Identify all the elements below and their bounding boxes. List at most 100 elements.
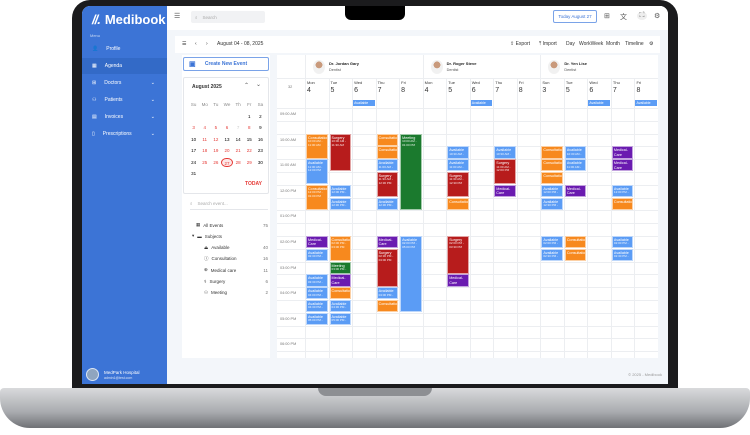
tree-item-medical-care[interactable]: ⊕ Medical care 11 <box>190 267 268 273</box>
day-header[interactable]: Mon 4 <box>423 80 433 94</box>
sidebar-item-profile[interactable]: 👤 Profile <box>82 41 167 57</box>
day-header[interactable]: Wed 6 <box>470 80 480 94</box>
logo[interactable]: //. Medibook <box>92 12 166 27</box>
event-surgery[interactable]: Surgery 11:00 AM - 12:00 PM <box>494 159 516 185</box>
sidebar-item-doctors[interactable]: ⊞ Doctors ⌄ <box>82 75 167 91</box>
event-surgery[interactable]: Surgery 02:00 PM - 03:30 PM <box>447 236 469 274</box>
view-timeline[interactable]: Timeline <box>625 41 644 47</box>
event-consultation[interactable]: Consultation <box>447 197 469 210</box>
mini-calendar-day[interactable]: 13 <box>224 136 230 142</box>
mini-calendar-day[interactable]: 26 <box>213 159 219 165</box>
mini-calendar-day[interactable]: 27 <box>221 157 233 167</box>
event-available[interactable]: Available 12:30 PM - <box>376 197 399 210</box>
event-medical-care[interactable]: Medical-Care <box>447 274 469 287</box>
view-day[interactable]: Day <box>566 41 575 47</box>
event-available[interactable]: Available 04:30 PM - <box>329 300 352 313</box>
doctor-header[interactable]: Dr. Jordan Gary Dentist <box>305 55 423 78</box>
event-surgery[interactable]: Surgery 02:30 PM - 04:00 PM <box>376 248 399 287</box>
event-consultation[interactable]: Consultation <box>376 146 399 159</box>
event-available[interactable]: Available 11:00 AM - <box>564 159 587 172</box>
event-consultation[interactable]: Consultation <box>564 248 587 262</box>
event-available[interactable]: Available 12:00 PM - <box>541 184 563 198</box>
mini-calendar-day[interactable]: 21 <box>235 148 241 153</box>
event-available[interactable]: Available 02:00 PM - <box>611 236 634 249</box>
mini-calendar-day[interactable]: 17 <box>191 148 197 153</box>
mini-calendar-day[interactable]: 18 <box>202 148 208 153</box>
event-available[interactable]: Available 02:30 PM - <box>306 248 328 262</box>
mini-calendar-day[interactable]: 15 <box>246 136 252 142</box>
tree-item-meeting[interactable]: ⚇ Meeting 2 <box>190 290 268 296</box>
event-available[interactable]: Available 02:00 PM - <box>541 236 563 249</box>
tree-item-available[interactable]: ⏏ Available 40 <box>190 245 268 251</box>
event-consultation[interactable]: Consultation <box>541 159 563 172</box>
day-header[interactable]: Tue 5 <box>564 80 573 94</box>
allday-available-chip[interactable]: Available <box>588 100 610 106</box>
allday-available-chip[interactable]: Available <box>353 100 375 106</box>
sidebar-item-agenda[interactable]: ▦ Agenda <box>82 58 167 74</box>
event-meeting[interactable]: Meeting 03:00 PM - <box>329 261 352 274</box>
day-header[interactable]: Thu 7 <box>376 80 385 94</box>
event-consultation[interactable]: Consultation <box>329 287 352 300</box>
event-consultation[interactable]: Consultation <box>564 236 587 249</box>
tree-item-subjects[interactable]: ▾ ▬ Subjects <box>190 233 268 239</box>
event-available[interactable]: Available 02:30 PM - <box>611 248 634 262</box>
day-header[interactable]: Tue 5 <box>446 80 455 94</box>
mini-calendar-day[interactable]: 1 <box>248 113 251 119</box>
chevron-down-icon[interactable]: ⌄ <box>256 82 262 88</box>
day-header[interactable]: Thu 7 <box>611 80 620 94</box>
event-available[interactable]: Available 12:00 PM - <box>611 184 634 198</box>
event-available[interactable]: Available 04:00 PM - <box>306 287 328 300</box>
event-available[interactable]: Available 10:30 AM - <box>447 146 469 159</box>
mini-calendar-day[interactable]: 30 <box>257 159 263 165</box>
event-surgery[interactable]: Surgery 11:30 AM - 12:30 PM <box>376 172 399 198</box>
import-button[interactable]: ⤒ Import <box>539 41 557 47</box>
event-meeting[interactable]: Meeting 10:00 AM - 01:00 PM <box>400 133 422 210</box>
event-consultation[interactable]: Consultation <box>611 197 634 210</box>
sidebar-toggle-icon[interactable]: ☰ <box>174 13 181 20</box>
day-header[interactable]: Sun 3 <box>540 80 549 94</box>
mini-calendar-day[interactable]: 24 <box>191 159 197 165</box>
event-consultation[interactable]: Consultation 12:00 PM - 01:00 PM <box>306 184 328 210</box>
mini-calendar-day[interactable]: 6 <box>225 125 229 130</box>
day-header[interactable]: Wed 6 <box>587 80 597 94</box>
prev-button[interactable]: ‹ <box>195 41 197 47</box>
event-available[interactable]: Available 11:00 AM - <box>376 159 399 172</box>
tree-item-surgery[interactable]: ⚕ Surgery 6 <box>190 279 268 285</box>
mini-calendar-day[interactable]: 9 <box>259 125 262 130</box>
mini-calendar-day[interactable]: 12 <box>213 136 219 142</box>
sidebar-item-patients[interactable]: ⚇ Patients ⌄ <box>82 92 167 108</box>
event-available[interactable]: Available 02:00 PM - 05:00 PM <box>400 236 422 313</box>
event-consultation[interactable]: Consultation <box>541 146 563 159</box>
event-available[interactable]: Available 04:30 PM - <box>306 300 328 313</box>
event-medical-care[interactable]: Medical-Care <box>611 146 634 159</box>
day-header[interactable]: Fri 8 <box>517 80 524 94</box>
event-available[interactable]: Available 05:00 PM - <box>306 312 328 326</box>
create-event-button[interactable]: ▣ Create New Event <box>183 57 269 71</box>
day-header[interactable]: Fri 8 <box>634 80 641 94</box>
translate-icon[interactable]: 文 <box>620 14 627 21</box>
allday-available-chip[interactable]: Available <box>635 100 657 106</box>
day-header[interactable]: Fri 8 <box>399 80 406 94</box>
event-consultation[interactable]: Consultation 10:00 AM - 11:00 AM <box>306 133 328 159</box>
today-button[interactable]: Today August 27 <box>553 10 597 23</box>
mini-calendar-day[interactable]: 25 <box>202 159 208 165</box>
event-surgery[interactable]: Surgery 11:30 AM - 12:30 PM <box>447 172 469 198</box>
event-available[interactable]: Available 10:30 AM - <box>494 146 516 159</box>
user-profile[interactable]: MedPark Hospital admin1@test.com <box>86 368 140 381</box>
event-consultation[interactable]: Consultation <box>541 172 563 185</box>
next-button[interactable]: › <box>206 41 208 47</box>
event-consultation[interactable]: Consultation <box>376 133 399 146</box>
event-available[interactable]: Available 11:00 AM - <box>447 159 469 172</box>
chevron-up-icon[interactable]: ⌃ <box>244 83 250 89</box>
mini-calendar-day[interactable]: 11 <box>202 136 208 142</box>
mini-calendar-day[interactable]: 28 <box>235 159 241 165</box>
add-box-icon[interactable]: ⊞ <box>604 13 610 20</box>
mini-calendar-day[interactable]: 29 <box>246 159 252 165</box>
mini-calendar-day[interactable]: 2 <box>259 113 262 119</box>
event-available[interactable]: Available 03:30 PM - <box>306 274 328 287</box>
tree-item-all-events[interactable]: ▦ All Events 75 <box>190 222 268 228</box>
mini-calendar-day[interactable]: 3 <box>192 125 195 130</box>
event-medical-care[interactable]: Medical-Care <box>376 236 399 249</box>
mini-calendar-day[interactable]: 16 <box>257 136 263 142</box>
day-header[interactable]: Tue 5 <box>329 80 338 94</box>
